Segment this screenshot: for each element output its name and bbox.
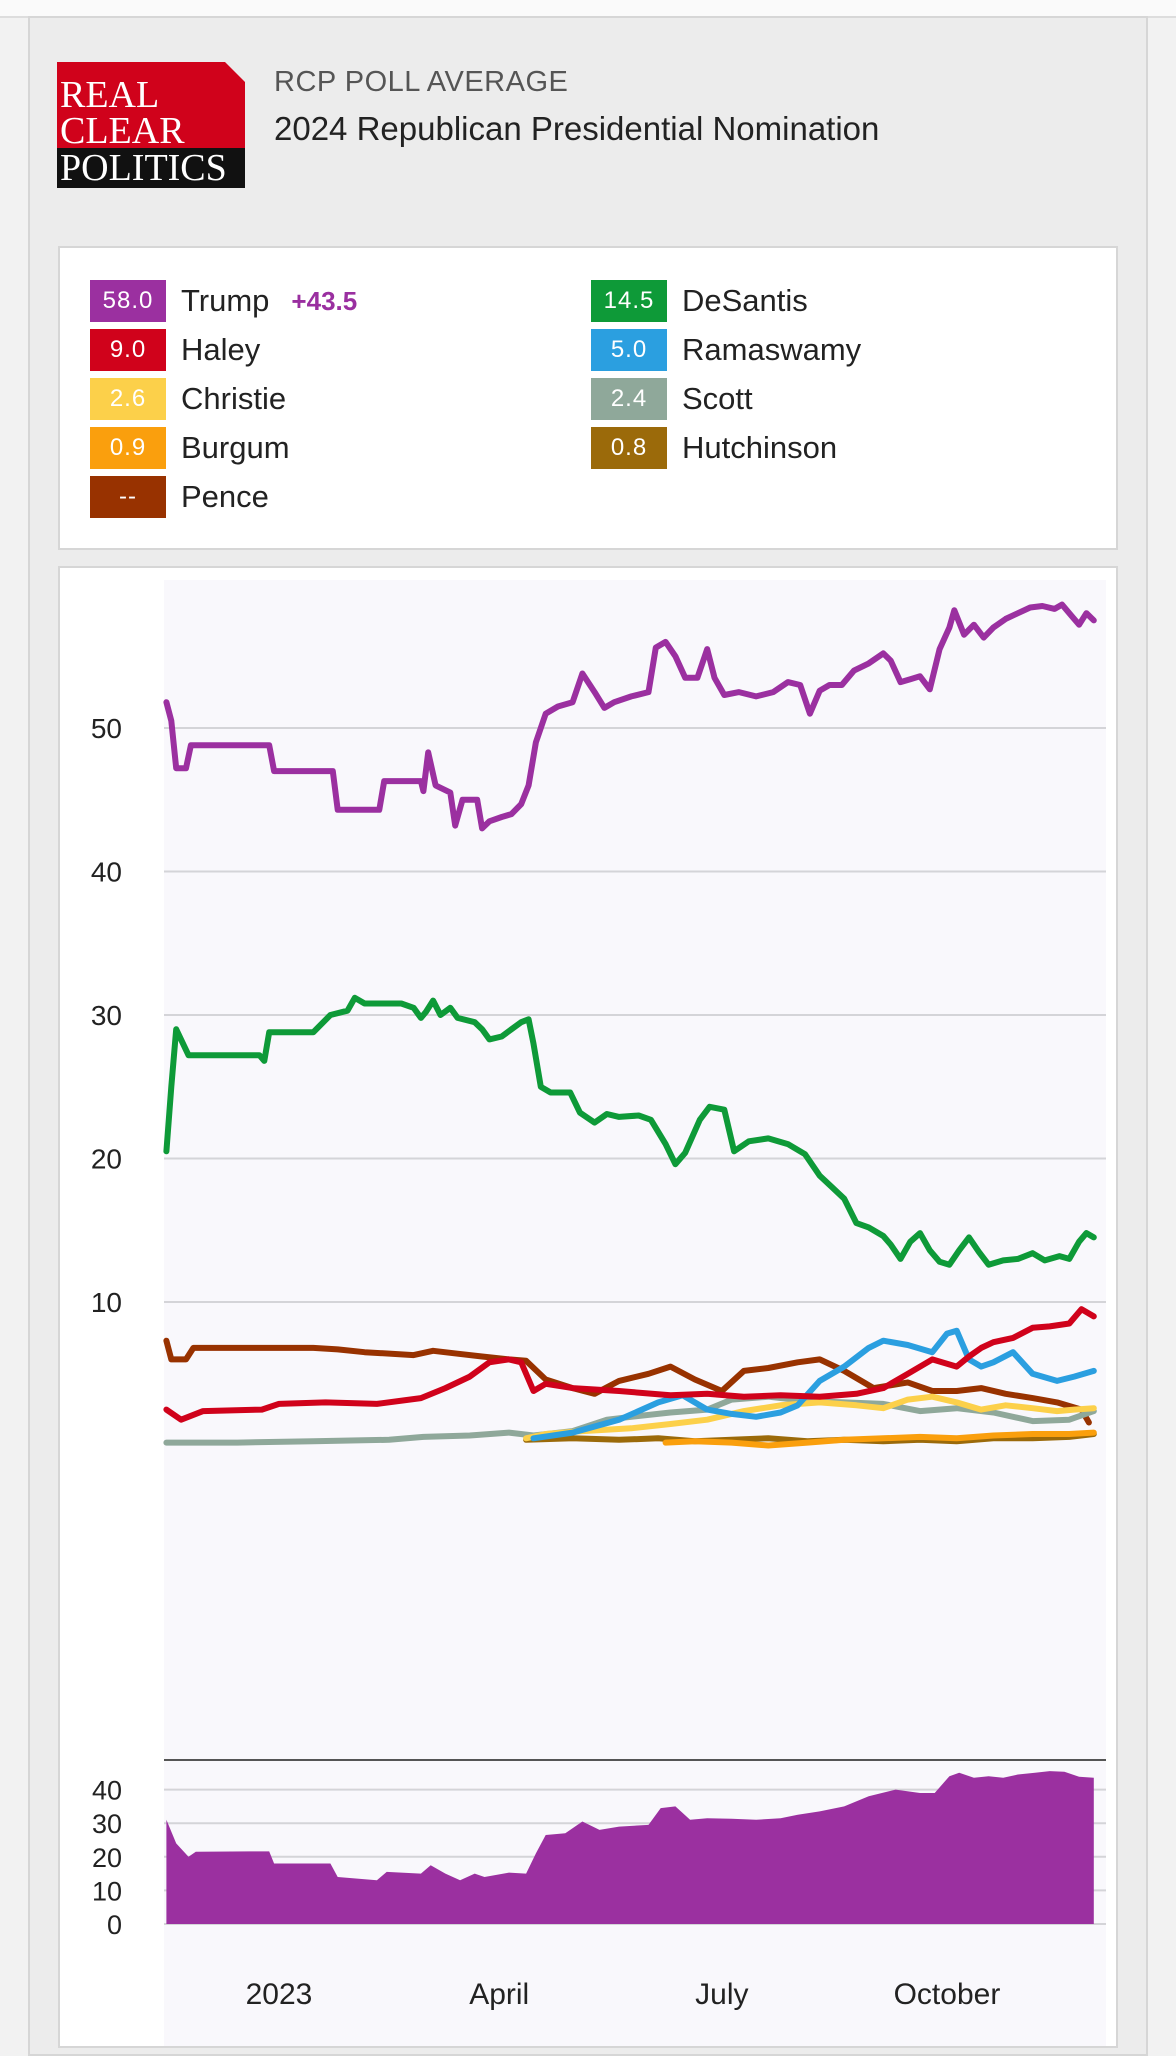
main-series-lines <box>163 601 1097 1449</box>
legend-panel: 58.0 Trump +43.5 9.0 Haley 2.6 Christie … <box>58 246 1118 550</box>
lead-y-tick-label: 0 <box>107 1910 122 1940</box>
main-gridlines <box>164 727 1106 1303</box>
logo-word-1: REAL <box>60 74 160 116</box>
page-title: 2024 Republican Presidential Nomination <box>274 110 880 147</box>
series-line-desantis <box>163 994 1097 1268</box>
legend-item-trump[interactable]: 58.0 Trump +43.5 <box>90 280 357 322</box>
legend-name: Burgum <box>181 430 290 465</box>
legend-item-desantis[interactable]: 14.5 DeSantis <box>591 280 808 322</box>
y-tick-label: 50 <box>91 713 122 744</box>
legend-value-badge: 14.5 <box>591 280 667 322</box>
series-line-pence <box>163 1337 1092 1426</box>
legend-item-hutchinson[interactable]: 0.8 Hutchinson <box>591 427 837 469</box>
legend-name: Trump <box>181 283 270 318</box>
legend-item-burgum[interactable]: 0.9 Burgum <box>90 427 290 469</box>
legend-value-badge: 5.0 <box>591 329 667 371</box>
x-tick-label: July <box>695 1978 748 2011</box>
legend-value-badge: 0.9 <box>90 427 166 469</box>
x-tick-label: April <box>469 1978 529 2011</box>
y-tick-label: 40 <box>91 857 122 888</box>
legend-name: Scott <box>682 381 753 416</box>
logo-red-block <box>57 62 245 148</box>
x-tick-label: October <box>894 1978 1001 2011</box>
series-line-ramaswamy <box>530 1327 1097 1442</box>
y-tick-label: 30 <box>91 1000 122 1031</box>
logo-word-2: CLEAR <box>60 110 185 152</box>
lead-y-tick-label: 30 <box>92 1809 122 1839</box>
y-tick-label: 20 <box>91 1144 122 1175</box>
legend-value-badge: 2.6 <box>90 378 166 420</box>
legend-item-christie[interactable]: 2.6 Christie <box>90 378 286 420</box>
legend-value-badge: 9.0 <box>90 329 166 371</box>
legend-item-pence[interactable]: -- Pence <box>90 476 269 518</box>
series-line-scott <box>163 1393 1097 1446</box>
series-line-haley <box>163 1306 1097 1423</box>
lead-y-tick-label: 40 <box>92 1776 122 1806</box>
lead-margin: +43.5 <box>291 285 358 316</box>
legend-name: DeSantis <box>682 283 808 318</box>
legend-item-haley[interactable]: 9.0 Haley <box>90 329 260 371</box>
legend-value-badge: 2.4 <box>591 378 667 420</box>
legend-value-badge: 0.8 <box>591 427 667 469</box>
series-line-trump <box>163 601 1097 832</box>
main-y-axis-labels: 10 20 30 40 50 <box>91 713 122 1318</box>
chart-panel: 10 20 30 40 50 0 10 20 30 40 2023 April July Octobe… <box>58 566 1118 2048</box>
lead-area-path <box>166 1771 1094 1924</box>
rcp-logo[interactable]: REAL CLEAR POLITICS <box>57 62 245 188</box>
x-axis-labels: 2023 April July October <box>246 1978 1001 2011</box>
logo-fold <box>225 62 245 82</box>
legend-name: Christie <box>181 381 287 416</box>
legend-name: Haley <box>181 332 261 367</box>
x-tick-label: 2023 <box>246 1978 313 2011</box>
legend-name: Hutchinson <box>682 430 838 465</box>
logo-word-3: POLITICS <box>60 147 227 189</box>
legend-item-ramaswamy[interactable]: 5.0 Ramaswamy <box>591 329 861 371</box>
series-line-burgum <box>662 1429 1097 1449</box>
legend-name: Pence <box>181 479 269 514</box>
legend-value-badge: -- <box>90 476 166 518</box>
poll-average-label: RCP POLL AVERAGE <box>274 66 569 98</box>
logo-black-block <box>57 148 245 188</box>
lead-area-series <box>166 1771 1094 1924</box>
legend-value-badge: 58.0 <box>90 280 166 322</box>
lead-y-tick-label: 10 <box>92 1876 122 1906</box>
lead-y-tick-label: 20 <box>92 1843 122 1873</box>
series-line-christie <box>523 1393 1097 1442</box>
legend-name: Ramaswamy <box>682 332 862 367</box>
legend-item-scott[interactable]: 2.4 Scott <box>591 378 753 420</box>
y-tick-label: 10 <box>91 1287 122 1318</box>
